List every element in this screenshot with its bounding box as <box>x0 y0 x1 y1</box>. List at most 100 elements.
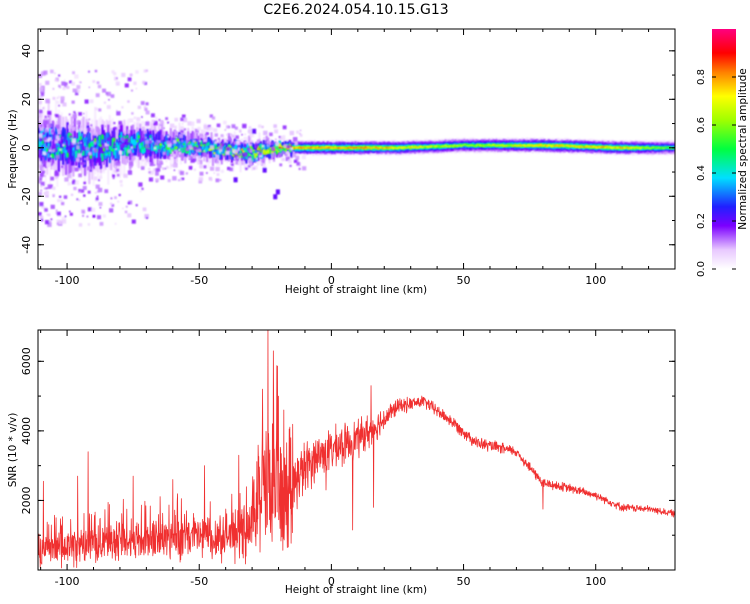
heat-cell <box>213 143 216 146</box>
heat-cell <box>611 147 614 149</box>
heat-speckle-dot <box>205 132 209 136</box>
heat-speckle-dot <box>80 141 82 144</box>
heat-cell <box>421 146 424 149</box>
heat-speckle-dot <box>142 207 147 212</box>
heat-cell <box>629 147 632 149</box>
heat-cell <box>522 144 526 146</box>
heat-speckle-dot <box>42 132 45 135</box>
heat-speckle-dot <box>127 149 132 154</box>
heat-speckle-dot <box>39 172 45 177</box>
snr-x-label: Height of straight line (km) <box>285 584 427 596</box>
heat-speckle-dot <box>271 152 276 157</box>
heat-speckle-dot <box>154 130 157 133</box>
heat-speckle-dot <box>173 164 176 168</box>
heat-speckle-dot <box>42 162 45 165</box>
heat-cell <box>251 155 254 157</box>
heat-cell <box>317 146 321 148</box>
heat-cell <box>184 144 187 157</box>
heat-cell <box>365 147 369 149</box>
heat-cell <box>464 144 467 146</box>
heat-speckle-dot <box>174 125 177 129</box>
heat-cell <box>307 147 310 149</box>
heat-speckle-dot <box>270 146 276 151</box>
heat-speckle-dot <box>209 166 215 171</box>
heat-speckle-dot <box>211 153 214 156</box>
heat-cell <box>476 144 479 146</box>
heat-cell <box>182 149 185 153</box>
heat-speckle-dot <box>178 148 181 152</box>
heat-cell <box>351 147 354 150</box>
heat-speckle-dot <box>113 121 116 125</box>
heat-cell <box>511 145 514 147</box>
heat-cell <box>650 146 654 148</box>
heat-speckle-dot <box>273 124 277 128</box>
heat-speckle-dot <box>154 141 159 146</box>
heat-cell <box>328 146 331 149</box>
heat-cell <box>374 146 377 148</box>
heat-cell <box>348 146 351 148</box>
heat-speckle-dot <box>144 139 149 145</box>
heat-cell <box>643 147 646 149</box>
heat-cell <box>402 146 405 150</box>
heat-cell <box>364 146 367 148</box>
heat-cell <box>69 145 72 160</box>
heat-speckle-dot <box>38 154 43 159</box>
snr-y-ticks: 2000 4000 6000 <box>20 347 675 571</box>
heat-cell <box>140 130 143 144</box>
heat-speckle-dot <box>38 179 42 184</box>
heat-speckle-dot <box>166 135 170 138</box>
heat-cell <box>575 143 578 148</box>
heat-cell <box>627 147 630 149</box>
heat-speckle-dot <box>127 201 131 205</box>
heat-cell <box>508 143 511 147</box>
heat-speckle-dot <box>114 147 118 151</box>
heat-speckle-dot <box>74 112 77 115</box>
heat-speckle-dot <box>181 114 186 119</box>
heat-cell <box>541 145 545 147</box>
heat-cell <box>255 155 258 158</box>
heat-speckle-dot <box>153 168 156 172</box>
x-tick-label: -100 <box>55 274 80 287</box>
heat-speckle-dot <box>61 81 66 86</box>
heat-speckle-dot <box>52 194 55 197</box>
heat-speckle-dot <box>141 187 144 191</box>
heat-cell <box>155 133 158 148</box>
heat-cell <box>277 151 280 153</box>
heat-speckle-dot <box>87 190 91 194</box>
heat-cell <box>252 149 255 162</box>
heat-speckle-dot <box>206 127 211 131</box>
heat-cell <box>182 133 185 148</box>
heat-speckle-dot <box>52 148 56 152</box>
heat-speckle-dot <box>279 163 283 167</box>
heat-cell <box>275 149 279 151</box>
heat-cell <box>162 147 165 152</box>
heat-speckle-dot <box>82 185 87 190</box>
heat-speckle-dot <box>71 144 75 148</box>
heat-cell <box>47 153 50 158</box>
heat-cell <box>223 153 226 156</box>
heat-speckle-dot <box>38 82 42 87</box>
heat-speckle-dot <box>135 70 139 74</box>
heat-cell <box>552 143 555 147</box>
heat-cell <box>102 135 106 144</box>
heat-speckle-dot <box>115 167 117 170</box>
heat-cell <box>283 146 286 151</box>
heat-cell <box>239 149 242 155</box>
heat-speckle-dot <box>72 179 76 183</box>
heat-speckle-dot <box>49 69 54 74</box>
heat-cell <box>242 150 245 153</box>
heat-cell <box>669 147 672 149</box>
heat-speckle-dot <box>153 121 158 126</box>
heat-cell <box>525 144 529 147</box>
heat-speckle-dot <box>158 160 163 165</box>
heat-speckle-dot <box>72 88 77 93</box>
colorbar-gradient <box>712 29 736 269</box>
heat-speckle-dot <box>46 162 51 167</box>
heat-speckle-dot <box>55 114 59 118</box>
heat-speckle-dot <box>87 207 92 212</box>
heat-speckle-dot <box>130 73 132 76</box>
heat-cell <box>91 140 94 155</box>
heat-speckle-dot <box>182 131 187 135</box>
heat-cell <box>200 140 203 145</box>
heat-speckle-dot <box>189 130 192 133</box>
